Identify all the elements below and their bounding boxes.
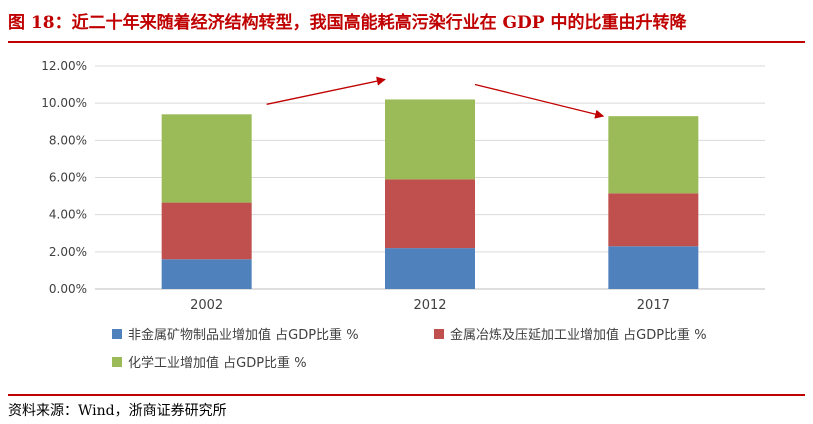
y-tick-label: 8.00% bbox=[49, 133, 87, 147]
legend-label-1: 非金属矿物制品业增加值 占GDP比重 % bbox=[128, 327, 359, 343]
bar-segment-2-2012 bbox=[385, 179, 475, 249]
legend-swatch-3 bbox=[112, 357, 122, 367]
x-tick-label: 2002 bbox=[190, 298, 223, 313]
title-rule bbox=[8, 41, 805, 43]
y-tick-label: 2.00% bbox=[49, 245, 87, 259]
legend-label-3: 化学工业增加值 占GDP比重 % bbox=[128, 355, 307, 371]
legend-swatch-2 bbox=[434, 329, 444, 339]
y-tick-label: 6.00% bbox=[49, 171, 87, 185]
bar-segment-1-2017 bbox=[608, 246, 699, 289]
y-tick-label: 0.00% bbox=[49, 282, 87, 296]
footer-rule bbox=[8, 394, 805, 396]
bar-segment-1-2002 bbox=[161, 259, 252, 289]
rising-trend-arrow bbox=[266, 76, 386, 105]
bar-segment-3-2012 bbox=[385, 99, 475, 180]
legend-swatch-1 bbox=[112, 329, 122, 339]
x-tick-label: 2017 bbox=[637, 298, 670, 313]
bar-segment-2-2002 bbox=[161, 202, 252, 260]
x-tick-label: 2012 bbox=[413, 298, 446, 313]
figure-title: 图 18：近二十年来随着经济结构转型，我国高能耗高污染行业在 GDP 中的比重由… bbox=[8, 13, 687, 33]
stacked-bar-chart: 0.00% 2.00% 4.00% 6.00% 8.00% 10.00% 12.00% 200… bbox=[41, 59, 765, 371]
bar-segment-3-2017 bbox=[608, 116, 699, 194]
legend-label-2: 金属冶炼及压延加工业增加值 占GDP比重 % bbox=[450, 327, 707, 343]
y-tick-label: 10.00% bbox=[41, 96, 87, 110]
falling-trend-arrow bbox=[474, 83, 605, 119]
bar-segment-1-2012 bbox=[385, 248, 475, 289]
source-note: 资料来源：Wind，浙商证券研究所 bbox=[8, 403, 227, 419]
bar-segment-3-2002 bbox=[161, 114, 252, 203]
bar-segment-2-2017 bbox=[608, 193, 699, 247]
y-tick-label: 12.00% bbox=[41, 59, 87, 73]
y-tick-label: 4.00% bbox=[49, 208, 87, 222]
